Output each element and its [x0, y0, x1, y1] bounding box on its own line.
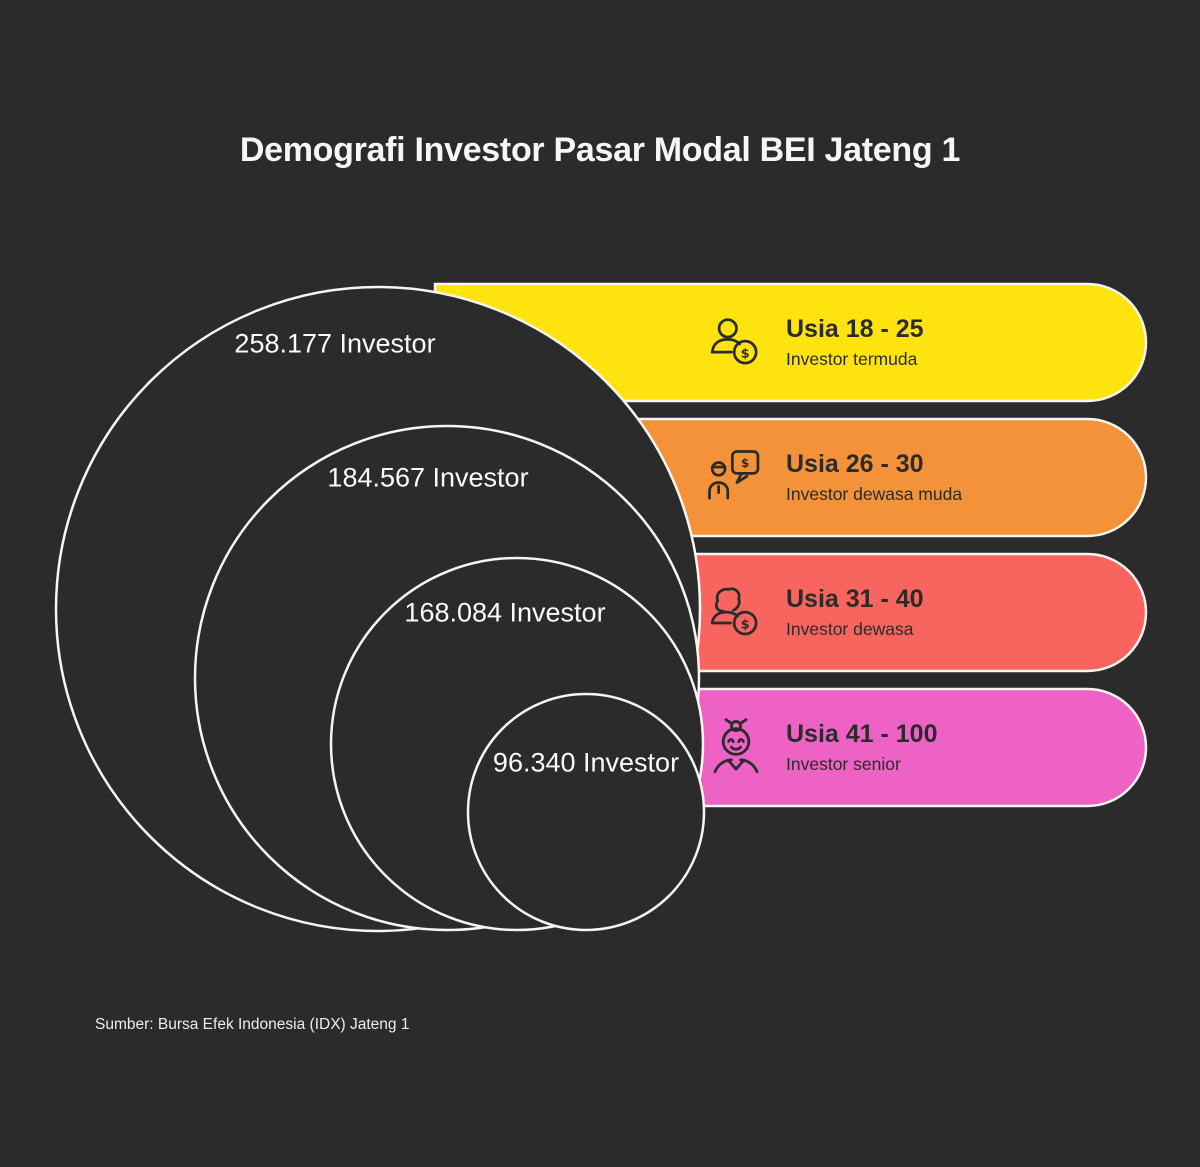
legend-item-31-40: $ Usia 31 - 40 Investor dewasa	[704, 554, 1144, 671]
count-label-26-30: 184.567 Investor	[327, 462, 529, 493]
young-adult-investor-icon: $	[708, 449, 760, 499]
count-label-18-25: 258.177 Investor	[234, 328, 436, 359]
legend-item-18-25: $ Usia 18 - 25 Investor termuda	[704, 284, 1144, 401]
legend-item-41-100: Usia 41 - 100 Investor senior	[704, 689, 1144, 806]
age-pill-18-25	[433, 282, 1148, 403]
age-description: Investor dewasa	[786, 618, 914, 639]
age-range-label: Usia 41 - 100	[786, 719, 938, 748]
age-description: Investor dewasa muda	[786, 483, 963, 504]
adult-investor-icon: $	[710, 587, 758, 635]
legend-item-26-30: $ Usia 26 - 30 Investor dewasa muda	[704, 419, 1144, 536]
source-caption: Sumber: Bursa Efek Indonesia (IDX) Jaten…	[95, 1016, 410, 1033]
svg-text:$: $	[741, 617, 750, 632]
age-range-label: Usia 18 - 25	[786, 314, 924, 343]
age-description: Investor senior	[786, 753, 901, 774]
chart-title: Demografi Investor Pasar Modal BEI Jaten…	[239, 131, 961, 169]
count-label-31-40: 168.084 Investor	[404, 597, 606, 628]
age-range-label: Usia 31 - 40	[786, 584, 924, 613]
young-investor-icon: $	[710, 317, 758, 364]
age-description: Investor termuda	[786, 348, 918, 369]
age-range-label: Usia 26 - 30	[786, 449, 924, 478]
circle-41-100	[466, 692, 706, 932]
svg-text:$: $	[741, 456, 749, 470]
senior-investor-icon	[713, 717, 759, 773]
svg-text:$: $	[741, 346, 750, 361]
count-label-41-100: 96.340 Investor	[492, 747, 680, 778]
